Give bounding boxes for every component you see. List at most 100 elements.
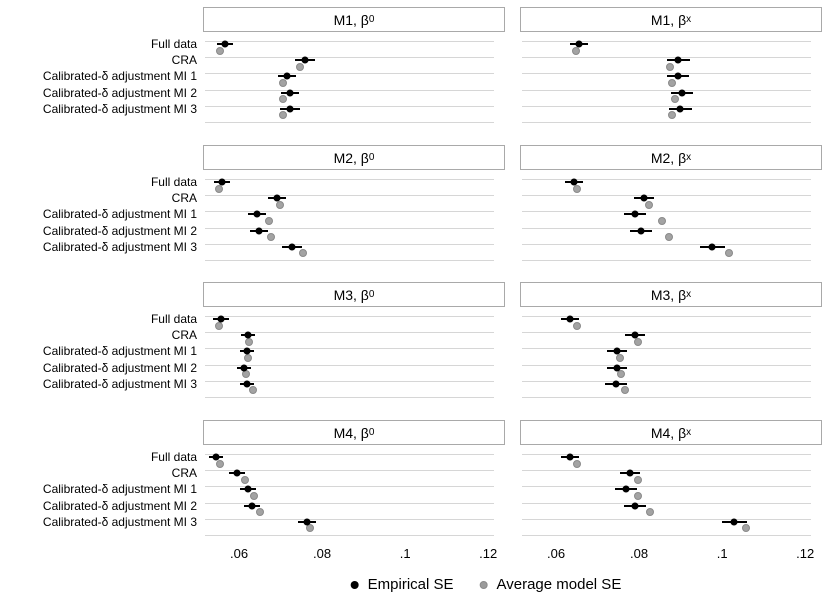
row-label: Calibrated-δ adjustment MI 2 xyxy=(42,85,197,100)
gridline xyxy=(522,316,811,317)
row-label: Calibrated-δ adjustment MI 1 xyxy=(42,69,197,84)
gridline xyxy=(522,397,811,398)
panel-title-text: M4, β xyxy=(333,424,369,441)
row-label: Calibrated-δ adjustment MI 1 xyxy=(42,207,197,222)
panel-title-text: M1, β xyxy=(650,11,687,28)
empirical-se-dot xyxy=(575,40,583,48)
gridline xyxy=(205,73,494,75)
gridline xyxy=(205,195,494,197)
gridline xyxy=(522,470,811,472)
average-model-se-dot xyxy=(573,321,582,330)
empirical-se-dot xyxy=(631,331,639,339)
empirical-se-dot xyxy=(244,485,252,493)
row-label: CRA xyxy=(171,53,197,68)
empirical-se-dot xyxy=(613,364,621,372)
empirical-se-dot xyxy=(676,105,684,113)
gridline xyxy=(205,470,494,472)
average-model-se-dot xyxy=(264,216,273,225)
empirical-se-dot xyxy=(566,453,574,461)
gridline xyxy=(522,227,811,229)
row-label: Full data xyxy=(150,175,197,189)
average-model-se-dot xyxy=(617,370,626,379)
row-label: Calibrated-δ adjustment MI 3 xyxy=(42,376,197,391)
average-model-se-dot-icon xyxy=(479,580,488,589)
gridline xyxy=(522,73,811,75)
gridline xyxy=(522,243,811,245)
gridline xyxy=(205,535,494,536)
gridline xyxy=(205,89,494,91)
gridline xyxy=(205,41,494,42)
x-axis-tick-label: .08 xyxy=(630,546,649,561)
empirical-se-dot xyxy=(566,315,574,323)
gridline xyxy=(522,518,811,520)
average-model-se-dot xyxy=(249,491,258,500)
empirical-se-dot xyxy=(288,243,296,251)
gridline xyxy=(522,535,811,536)
empirical-se-dot xyxy=(631,502,639,510)
row-label: Calibrated-δ adjustment MI 3 xyxy=(42,514,197,529)
gridline xyxy=(522,211,811,213)
average-model-se-dot xyxy=(244,353,253,362)
row-label: Calibrated-δ adjustment MI 2 xyxy=(42,223,197,238)
gridline xyxy=(205,454,494,455)
average-model-se-dot xyxy=(296,62,305,71)
gridline xyxy=(205,179,494,180)
empirical-se-dot-icon xyxy=(350,580,359,589)
gridline xyxy=(205,502,494,504)
average-model-se-dot xyxy=(671,95,680,104)
panel-title-text: M3, β xyxy=(650,286,687,303)
row-label: Calibrated-δ adjustment MI 2 xyxy=(42,498,197,513)
empirical-se-dot xyxy=(708,243,716,251)
average-model-se-dot xyxy=(215,184,224,193)
gridline xyxy=(205,364,494,366)
plot-area xyxy=(520,453,822,544)
plot-area xyxy=(203,315,505,406)
gridline xyxy=(205,332,494,334)
plot-area xyxy=(203,453,505,544)
gridline xyxy=(205,227,494,229)
gridline xyxy=(205,486,494,488)
panel-title-text: M2, β xyxy=(650,149,687,166)
empirical-se-dot xyxy=(253,210,261,218)
panel-title-subscript: 0 xyxy=(368,427,375,438)
gridline xyxy=(522,486,811,488)
gridline xyxy=(205,348,494,350)
gridline xyxy=(522,332,811,334)
panel-title-subscript: 0 xyxy=(368,289,375,300)
empirical-se-dot xyxy=(626,469,634,477)
legend-label-average-model-se: Average model SE xyxy=(496,576,622,593)
average-model-se-dot xyxy=(267,233,276,242)
average-model-se-dot xyxy=(249,386,258,395)
gridline xyxy=(522,260,811,261)
gridline xyxy=(205,211,494,213)
gridline xyxy=(205,260,494,261)
empirical-se-dot xyxy=(303,518,311,526)
panel-title-subscript: x xyxy=(686,152,692,163)
plot-area xyxy=(203,40,505,131)
empirical-se-dot xyxy=(612,380,620,388)
gridline xyxy=(522,380,811,382)
empirical-se-dot xyxy=(622,485,630,493)
empirical-se-dot xyxy=(286,89,294,97)
average-model-se-dot xyxy=(278,78,287,87)
panel-title-subscript: 0 xyxy=(368,14,375,25)
empirical-se-dot xyxy=(730,518,738,526)
average-model-se-dot xyxy=(571,46,580,55)
average-model-se-dot xyxy=(657,216,666,225)
empirical-se-dot xyxy=(631,210,639,218)
empirical-se-dot xyxy=(678,89,686,97)
average-model-se-dot xyxy=(666,62,675,71)
empirical-se-dot xyxy=(243,380,251,388)
gridline xyxy=(522,502,811,504)
panel-title-text: M4, β xyxy=(650,424,687,441)
empirical-se-dot xyxy=(570,178,578,186)
x-axis-tick-label: .12 xyxy=(479,546,498,561)
empirical-se-dot xyxy=(243,347,251,355)
legend-label-empirical-se: Empirical SE xyxy=(367,576,454,593)
empirical-se-dot xyxy=(233,469,241,477)
